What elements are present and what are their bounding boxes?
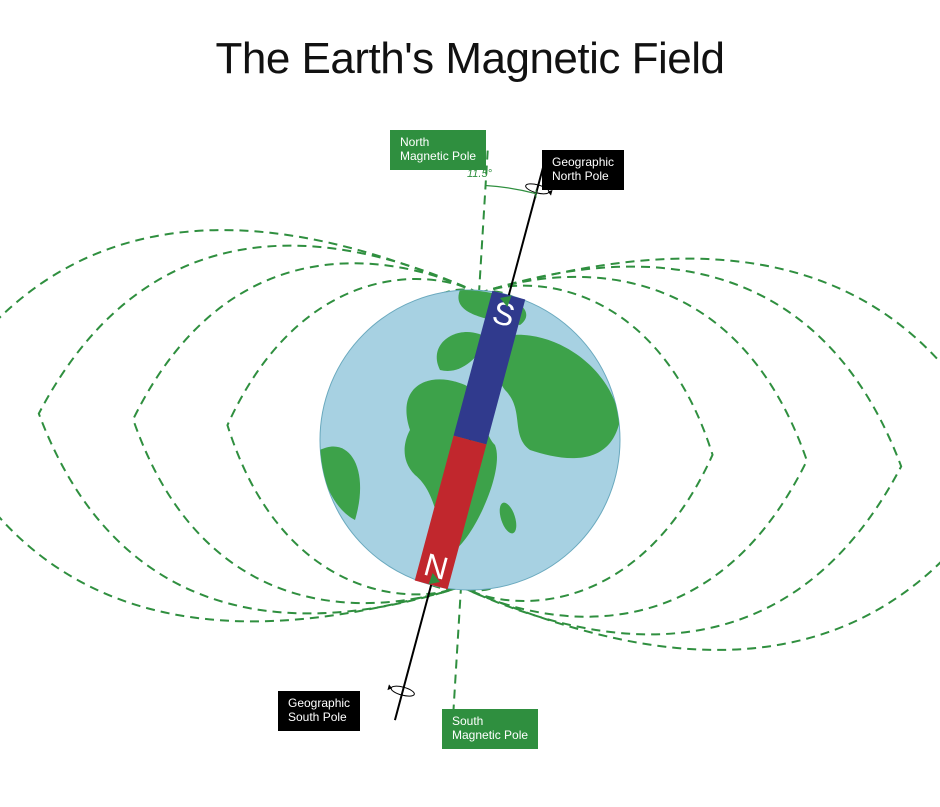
axis-angle-label: 11.5° — [467, 168, 492, 180]
diagram-title: The Earth's Magnetic Field — [0, 34, 940, 84]
label-north-magnetic-pole: North Magnetic Pole — [390, 130, 486, 170]
diagram-svg: SN — [0, 0, 940, 807]
label-geographic-north-pole: Geographic North Pole — [542, 150, 624, 190]
label-south-magnetic-pole: South Magnetic Pole — [442, 709, 538, 749]
label-geographic-south-pole: Geographic South Pole — [278, 691, 360, 731]
diagram-canvas: The Earth's Magnetic Field SN North Magn… — [0, 0, 940, 807]
